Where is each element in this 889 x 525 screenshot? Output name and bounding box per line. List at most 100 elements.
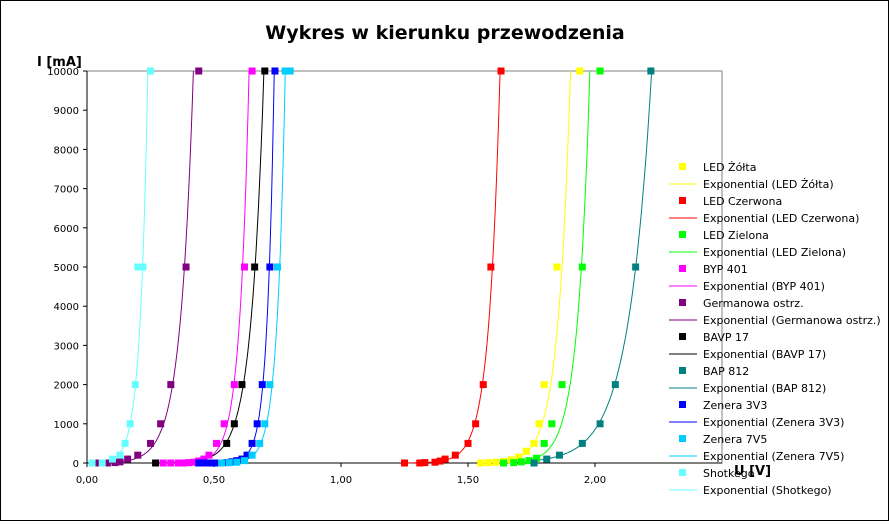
y-tick-label: 7000 — [54, 185, 79, 196]
y-tick-label: 8000 — [54, 145, 79, 156]
data-point — [256, 439, 264, 447]
data-point — [233, 458, 241, 466]
data-point — [464, 439, 472, 447]
data-point — [522, 447, 530, 455]
data-point — [174, 459, 182, 467]
data-point — [243, 451, 251, 459]
data-point — [152, 459, 160, 467]
data-point — [533, 454, 541, 462]
data-point — [225, 459, 233, 467]
data-point — [578, 439, 586, 447]
legend-entry: LED Zielona — [703, 229, 769, 242]
data-point — [525, 457, 533, 465]
data-point — [472, 420, 480, 428]
legend-entry: BAP 812 — [703, 365, 749, 378]
data-point — [421, 459, 429, 467]
legend-marker — [679, 265, 686, 272]
data-point — [157, 420, 165, 428]
data-point — [517, 458, 525, 466]
y-tick-label: 4000 — [54, 302, 79, 313]
data-point — [596, 67, 604, 75]
data-point — [530, 439, 538, 447]
data-point — [266, 381, 274, 389]
legend-entry-trend: Exponential (LED Żółta) — [703, 178, 834, 191]
y-ticks: 0 1000 2000 3000 4000 5000 6000 7000 8000 9000 100… — [47, 67, 87, 470]
data-point — [500, 459, 508, 467]
data-point — [271, 67, 279, 75]
data-point — [116, 458, 124, 466]
data-point — [253, 420, 261, 428]
x-tick-label: 1,00 — [330, 475, 352, 486]
y-tick-label: 10000 — [47, 67, 79, 78]
chart-title: Wykres w kierunku przewodzenia — [265, 22, 625, 44]
data-point — [223, 439, 231, 447]
data-point — [195, 459, 203, 467]
legend-marker — [679, 469, 686, 476]
data-point — [558, 381, 566, 389]
trend-line — [533, 70, 653, 462]
data-point — [578, 263, 586, 271]
data-point — [139, 263, 147, 271]
legend-entry-trend: Exponential (Germanowa ostrz.) — [703, 314, 881, 327]
data-point — [195, 67, 203, 75]
data-point — [492, 458, 500, 466]
data-point — [274, 263, 281, 271]
data-point — [205, 459, 213, 467]
data-point — [167, 459, 175, 467]
legend-entry: Zenera 3V3 — [703, 399, 767, 412]
legend-marker — [679, 333, 686, 340]
data-point — [167, 381, 175, 389]
legend-entry-trend: Exponential (Shotkego) — [703, 484, 832, 497]
data-point — [103, 459, 111, 467]
data-point — [540, 439, 548, 447]
data-point — [441, 455, 449, 463]
data-point — [401, 459, 408, 467]
legend-marker — [679, 367, 686, 374]
legend-entry: BYP 401 — [703, 263, 748, 276]
data-point — [182, 263, 190, 271]
data-point — [134, 263, 142, 271]
data-point — [238, 381, 246, 389]
legend-entry: Germanowa ostrz. — [703, 297, 804, 310]
data-point — [147, 439, 154, 447]
legend-entry-trend: Exponential (BYP 401) — [703, 280, 825, 293]
x-ticks: 0,00 0,50 1,00 1,50 2,00 — [76, 463, 606, 486]
data-point — [548, 420, 556, 428]
y-tick-label: 0 — [73, 459, 79, 470]
data-point — [147, 67, 154, 75]
data-point — [116, 451, 124, 459]
legend-entry: Shotkego — [703, 467, 755, 480]
legend-entry: LED Żółta — [703, 161, 757, 174]
data-point — [487, 263, 495, 271]
y-tick-label: 9000 — [54, 106, 79, 117]
data-point — [555, 451, 563, 459]
x-tick-label: 0,00 — [76, 475, 98, 486]
data-point — [596, 420, 604, 428]
legend-entry-trend: Exponential (BAVP 17) — [703, 348, 826, 361]
data-point — [98, 459, 106, 467]
data-point — [515, 453, 523, 461]
data-point — [180, 459, 188, 467]
data-point — [240, 263, 248, 271]
legend: LED Żółta Exponential (LED Żółta) LED Czer… — [669, 161, 881, 497]
legend-entry-trend: Exponential (LED Zielona) — [703, 246, 846, 259]
x-tick-label: 1,50 — [457, 475, 479, 486]
data-point — [248, 439, 256, 447]
legend-marker — [679, 401, 686, 408]
data-point — [88, 459, 96, 467]
data-point — [477, 459, 485, 467]
data-point — [93, 459, 101, 467]
legend-entry-trend: Exponential (Zenera 7V5) — [703, 450, 844, 463]
data-point — [240, 457, 248, 465]
legend-marker — [679, 299, 686, 306]
legend-marker — [679, 231, 686, 238]
data-point — [632, 263, 640, 271]
legend-marker — [679, 197, 686, 204]
data-point — [436, 457, 444, 465]
data-point — [124, 455, 132, 463]
data-point — [510, 459, 518, 467]
data-point — [540, 381, 548, 389]
y-tick-label: 6000 — [54, 224, 79, 235]
legend-entry-trend: Exponential (BAP 812) — [703, 382, 826, 395]
